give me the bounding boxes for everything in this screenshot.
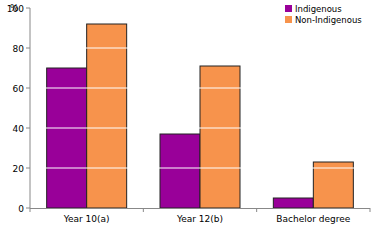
x-tick: [256, 208, 257, 212]
y-tick: [26, 208, 30, 209]
y-tick-label: 20: [13, 164, 25, 174]
grid-line: [30, 88, 370, 89]
grid-line: [30, 168, 370, 169]
y-tick: [26, 48, 30, 49]
y-tick: [26, 88, 30, 89]
legend-label: Indigenous: [295, 4, 342, 14]
x-tick: [30, 208, 31, 212]
bar: [160, 134, 200, 208]
x-tick: [370, 208, 371, 212]
bar: [47, 68, 87, 208]
bars: [47, 24, 354, 208]
y-tick: [26, 168, 30, 169]
y-tick-label: 40: [13, 124, 25, 134]
bar: [87, 24, 127, 208]
x-tick-label: Year 12(b): [176, 214, 223, 224]
y-tick: [26, 128, 30, 129]
y-tick: [26, 8, 30, 9]
x-tick: [143, 208, 144, 212]
bar: [313, 162, 353, 208]
legend-label: Non-Indigenous: [295, 15, 362, 25]
y-tick-label: 80: [13, 44, 25, 54]
y-label: %: [10, 3, 19, 13]
y-tick-label: 60: [13, 84, 25, 94]
x-tick-label: Year 10(a): [63, 214, 110, 224]
legend-swatch: [285, 5, 292, 12]
bar: [273, 198, 313, 208]
x-axis: [30, 208, 370, 209]
grid-line: [30, 48, 370, 49]
grid-line: [30, 128, 370, 129]
legend-swatch: [285, 16, 292, 23]
bar: [200, 66, 240, 208]
x-tick-label: Bachelor degree: [276, 214, 350, 224]
y-axis: [30, 8, 31, 208]
y-tick-label: 0: [18, 204, 24, 214]
chart: 0 20 40 60 80 100 Year 10(a) Year 12(b) Bachelor…: [0, 0, 378, 227]
y-tick-label: 100: [7, 4, 24, 14]
